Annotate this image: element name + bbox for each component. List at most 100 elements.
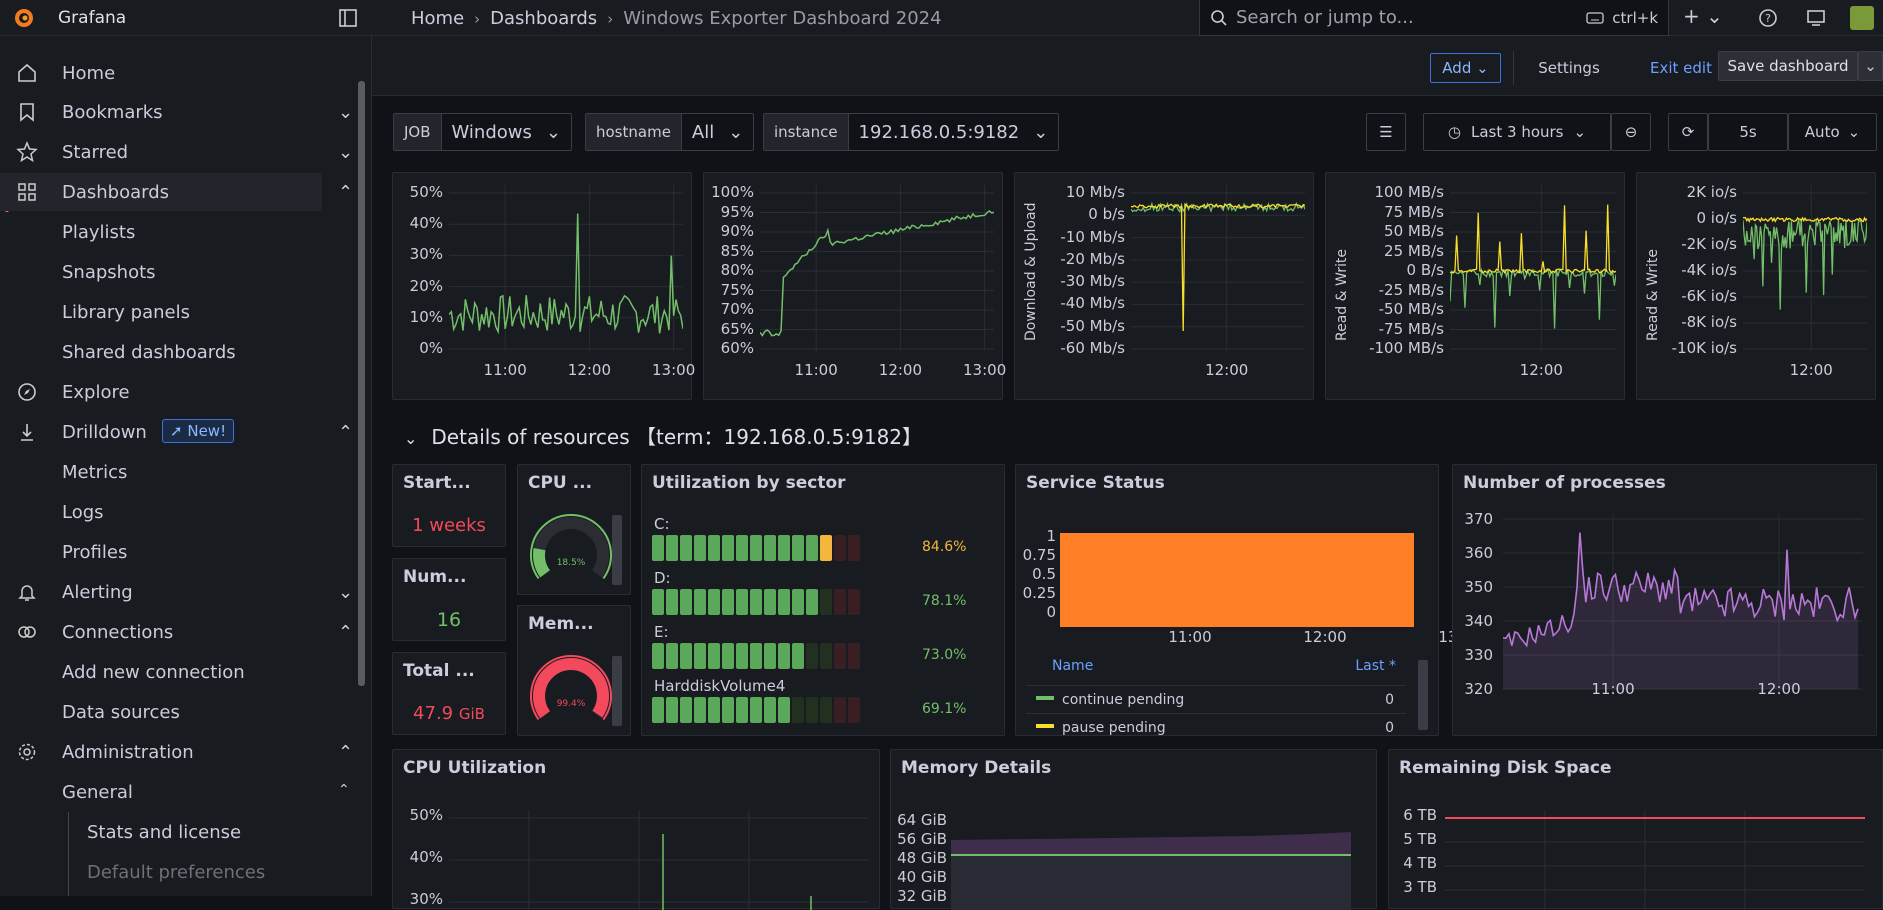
x-tick-label: 11:00 bbox=[1591, 680, 1635, 698]
cpu-usage-panel[interactable]: 50% 40% 30% 20% 10% 0% 11:00 12:00 13:00 bbox=[392, 172, 695, 400]
dock-menu-icon[interactable] bbox=[338, 8, 358, 28]
disk-throughput-panel[interactable]: Read & Write 100 MB/s 75 MB/s 50 MB/s 25 MB/… bbox=[1325, 172, 1625, 400]
chart-plot bbox=[1743, 185, 1867, 351]
legend-scrollbar[interactable] bbox=[1418, 660, 1428, 730]
sidebar-item-drilldown[interactable]: Drilldown ➚ New! ⌃ bbox=[0, 413, 353, 451]
refresh-interval[interactable]: 5s bbox=[1708, 113, 1788, 151]
news-icon[interactable] bbox=[1806, 8, 1826, 28]
memory-gauge-panel[interactable]: Mem... 99.4% bbox=[517, 605, 631, 736]
y-tick-label: 56 GiB bbox=[897, 830, 947, 848]
legend-item[interactable]: continue pending 0 bbox=[1026, 685, 1406, 708]
breadcrumb-home[interactable]: Home bbox=[411, 8, 465, 29]
chevron-up-icon[interactable]: ⌃ bbox=[338, 782, 350, 798]
sidebar-item-library-panels[interactable]: Library panels bbox=[62, 302, 190, 323]
network-panel[interactable]: Download & Upload 10 Mb/s 0 b/s -10 Mb/s -20… bbox=[1014, 172, 1314, 400]
variable-instance[interactable]: instance 192.168.0.5:9182 ⌄ bbox=[763, 113, 1060, 151]
sidebar-item-logs[interactable]: Logs bbox=[62, 502, 104, 523]
zoom-out-icon[interactable]: ⊖ bbox=[1611, 113, 1651, 151]
sidebar-item-dashboards[interactable]: Dashboards ⌃ bbox=[0, 173, 353, 211]
sidebar-item-home[interactable]: Home bbox=[0, 54, 322, 92]
sidebar-item-profiles[interactable]: Profiles bbox=[62, 542, 128, 563]
bar-segment bbox=[680, 535, 692, 561]
auto-refresh-dropdown[interactable]: Auto ⌄ bbox=[1788, 113, 1877, 151]
variable-hostname[interactable]: hostname All ⌄ bbox=[585, 113, 755, 151]
chevron-up-icon[interactable]: ⌃ bbox=[338, 421, 354, 443]
help-icon[interactable]: ? bbox=[1758, 8, 1778, 28]
bar-segment bbox=[806, 643, 818, 669]
legend-last-header[interactable]: Last * bbox=[1355, 658, 1396, 674]
sector-label: C: bbox=[654, 515, 670, 533]
settings-button[interactable]: Settings bbox=[1538, 59, 1600, 77]
memory-details-panel[interactable]: Memory Details 64 GiB 56 GiB 48 GiB 40 GiB 32… bbox=[890, 749, 1377, 910]
disk-iops-panel[interactable]: Read & Write 2K io/s 0 io/s -2K io/s -4K io/… bbox=[1636, 172, 1876, 400]
sector-label: D: bbox=[654, 569, 671, 587]
panel-title: Start... bbox=[403, 473, 471, 493]
row-header[interactable]: ⌄ Details of resources 【term：192.168.0.5:… bbox=[396, 421, 922, 450]
sidebar-item-default-preferences[interactable]: Default preferences bbox=[87, 862, 266, 883]
sidebar-item-label: Home bbox=[62, 62, 116, 84]
bar-segment bbox=[708, 697, 720, 723]
y-tick-label: 95% bbox=[720, 202, 754, 221]
sidebar-item-data-sources[interactable]: Data sources bbox=[62, 702, 180, 723]
bar-segment bbox=[848, 589, 860, 615]
cpu-utilization-panel[interactable]: CPU Utilization 50% 40% 30% bbox=[392, 749, 880, 910]
add-button[interactable]: Add ⌄ bbox=[1430, 53, 1501, 83]
chevron-up-icon[interactable]: ⌃ bbox=[338, 181, 354, 203]
panel-scrollbar[interactable] bbox=[612, 515, 622, 585]
sidebar-item-connections[interactable]: Connections ⌃ bbox=[0, 613, 353, 651]
legend-item[interactable]: pause pending 0 bbox=[1026, 713, 1406, 736]
time-range-label: Last 3 hours bbox=[1471, 123, 1564, 141]
sidebar-item-starred[interactable]: Starred ⌄ bbox=[0, 133, 353, 171]
refresh-icon[interactable]: ⟳ bbox=[1668, 113, 1708, 151]
legend-swatch bbox=[1036, 724, 1054, 728]
avatar[interactable] bbox=[1850, 6, 1874, 30]
cpu-gauge-panel[interactable]: CPU ... 18.5% bbox=[517, 464, 631, 595]
keyboard-icon bbox=[1586, 11, 1604, 24]
number-of-processes-panel[interactable]: Number of processes 370 360 350 340 330 320 11:… bbox=[1452, 464, 1877, 736]
stat-total-memory-panel[interactable]: Total ... 47.9 GiB bbox=[392, 652, 506, 735]
exit-edit-button[interactable]: Exit edit bbox=[1650, 59, 1712, 77]
save-dashboard-button[interactable]: Save dashboard bbox=[1718, 51, 1858, 81]
chevron-down-icon[interactable]: ⌄ bbox=[338, 141, 354, 163]
panel-scrollbar[interactable] bbox=[612, 656, 622, 726]
new-plus-icon[interactable]: + ⌄ bbox=[1683, 4, 1723, 28]
y-tick-label: 40% bbox=[409, 214, 443, 233]
y-tick-label: -100 MB/s bbox=[1369, 339, 1444, 357]
legend-name-header[interactable]: Name bbox=[1052, 658, 1094, 674]
sidebar-item-administration[interactable]: Administration ⌃ bbox=[0, 733, 353, 771]
service-status-panel[interactable]: Service Status10.750.50.25011:0012:0013:… bbox=[1015, 464, 1482, 736]
sidebar-scrollbar[interactable] bbox=[358, 81, 365, 686]
chevron-up-icon[interactable]: ⌃ bbox=[338, 621, 354, 643]
memory-usage-panel[interactable]: 100% 95% 90% 85% 80% 75% 70% 65% 60% 11:00 12:00 13… bbox=[703, 172, 1006, 400]
remaining-disk-space-panel[interactable]: Remaining Disk Space 6 TB 5 TB 4 TB 3 TB bbox=[1388, 749, 1883, 910]
bar-segment bbox=[778, 535, 790, 561]
sidebar-item-explore[interactable]: Explore bbox=[0, 373, 322, 411]
sector-value: 84.6% bbox=[922, 539, 967, 555]
sidebar-item-add-new-connection[interactable]: Add new connection bbox=[62, 662, 245, 683]
sidebar-item-general[interactable]: General bbox=[62, 782, 133, 803]
time-range-picker[interactable]: ◷ Last 3 hours ⌄ bbox=[1423, 113, 1611, 151]
stat-uptime-panel[interactable]: Start... 1 weeks bbox=[392, 464, 506, 547]
chevron-down-icon[interactable]: ⌄ bbox=[338, 581, 354, 603]
save-options-dropdown[interactable]: ⌄ bbox=[1858, 51, 1883, 81]
drilldown-icon bbox=[21, 424, 33, 441]
sidebar-item-playlists[interactable]: Playlists bbox=[62, 222, 136, 243]
sidebar-item-alerting[interactable]: Alerting ⌄ bbox=[0, 573, 353, 611]
hamburger-menu-icon[interactable]: ☰ bbox=[1366, 113, 1406, 151]
sidebar-item-stats-and-license[interactable]: Stats and license bbox=[87, 822, 242, 843]
sector-value: 78.1% bbox=[922, 593, 967, 609]
sidebar-item-bookmarks[interactable]: Bookmarks ⌄ bbox=[0, 93, 353, 131]
bar-segment bbox=[736, 535, 748, 561]
search-bar[interactable]: Search or jump to... ctrl+k bbox=[1199, 0, 1669, 36]
chevron-down-icon[interactable]: ⌄ bbox=[338, 101, 354, 123]
grafana-logo[interactable] bbox=[12, 6, 36, 30]
y-tick-label: 10 Mb/s bbox=[1065, 183, 1125, 201]
chevron-up-icon[interactable]: ⌃ bbox=[338, 741, 354, 763]
sidebar-item-shared-dashboards[interactable]: Shared dashboards bbox=[62, 342, 236, 363]
sidebar-item-snapshots[interactable]: Snapshots bbox=[62, 262, 156, 283]
variable-job[interactable]: JOB Windows ⌄ bbox=[393, 113, 572, 151]
breadcrumb-dashboards[interactable]: Dashboards bbox=[490, 8, 598, 29]
stat-cpu-count-panel[interactable]: Num... 16 bbox=[392, 558, 506, 641]
sidebar-item-metrics[interactable]: Metrics bbox=[62, 462, 128, 483]
utilization-by-sector-panel[interactable]: Utilization by sector C: 84.6% D: 78.1% E: 73.… bbox=[641, 464, 1005, 736]
